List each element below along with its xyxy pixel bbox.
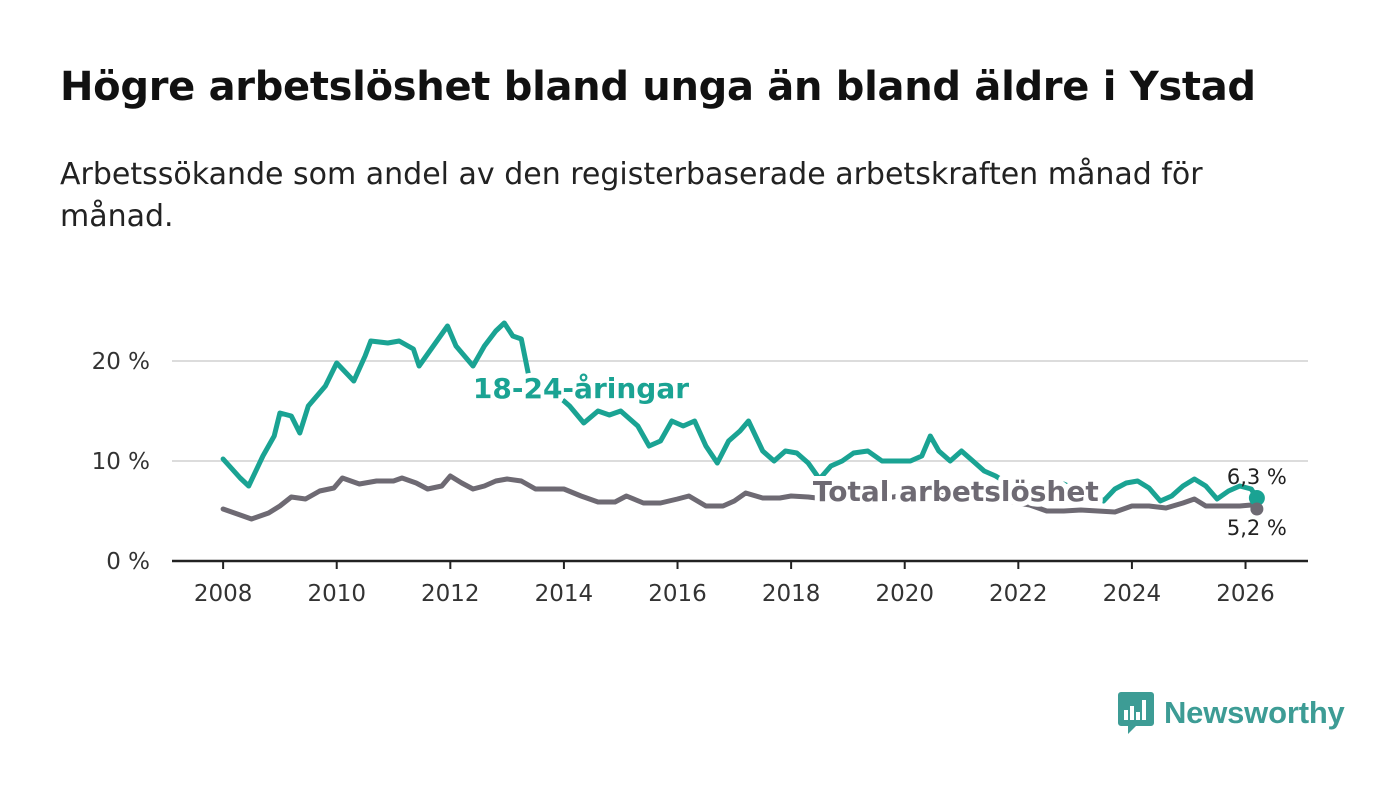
grid-lines <box>172 360 1308 462</box>
y-tick-label-10: 10 % <box>92 449 150 475</box>
x-tick-label-2008: 2008 <box>194 581 253 607</box>
x-tick-label-2020: 2020 <box>875 581 934 607</box>
series-lines <box>220 320 1265 522</box>
youth-end-marker <box>1248 490 1265 506</box>
y-tick-label-20: 20 % <box>92 349 150 375</box>
newsworthy-brand: Newsworthy <box>1118 690 1345 736</box>
y-axis-ticks: 0 % 10 % 20 % <box>92 349 150 575</box>
x-axis: 2008 2010 2012 2014 2016 2018 2020 2022 2024 2026 <box>172 559 1308 607</box>
x-tick-label-2016: 2016 <box>648 581 707 607</box>
x-tick-label-2024: 2024 <box>1103 581 1162 607</box>
series-labels: 6,3 %5,2 %18-24-åringar18-24-åringarTota… <box>468 367 1287 540</box>
chart-subtitle: Arbetssökande som andel av den registerb… <box>60 157 1203 234</box>
total-end-value-label: 5,2 % <box>1227 516 1287 540</box>
brand-name: Newsworthy <box>1164 695 1345 730</box>
total-series-line <box>220 473 1260 522</box>
x-tick-label-2014: 2014 <box>535 581 594 607</box>
youth-series-label-halo: 18-24-åringar <box>473 372 689 405</box>
x-tick-label-2012: 2012 <box>421 581 480 607</box>
y-tick-label-0: 0 % <box>106 549 150 575</box>
youth-series-label: 18-24-åringar <box>473 372 689 405</box>
total-series-label-halo: Total arbetslöshet <box>813 475 1099 508</box>
x-tick-label-2018: 2018 <box>762 581 821 607</box>
total-end-marker <box>1250 502 1264 516</box>
youth-end-value-label: 6,3 % <box>1227 465 1287 489</box>
chart-title: Högre arbetslöshet bland unga än bland ä… <box>60 64 1256 110</box>
x-tick-label-2026: 2026 <box>1216 581 1275 607</box>
x-tick-label-2022: 2022 <box>989 581 1048 607</box>
x-tick-label-2010: 2010 <box>307 581 366 607</box>
bar-chart-bubble-icon <box>1118 692 1154 734</box>
total-series-label: Total arbetslöshet <box>813 475 1099 508</box>
youth-series-line <box>220 320 1260 504</box>
